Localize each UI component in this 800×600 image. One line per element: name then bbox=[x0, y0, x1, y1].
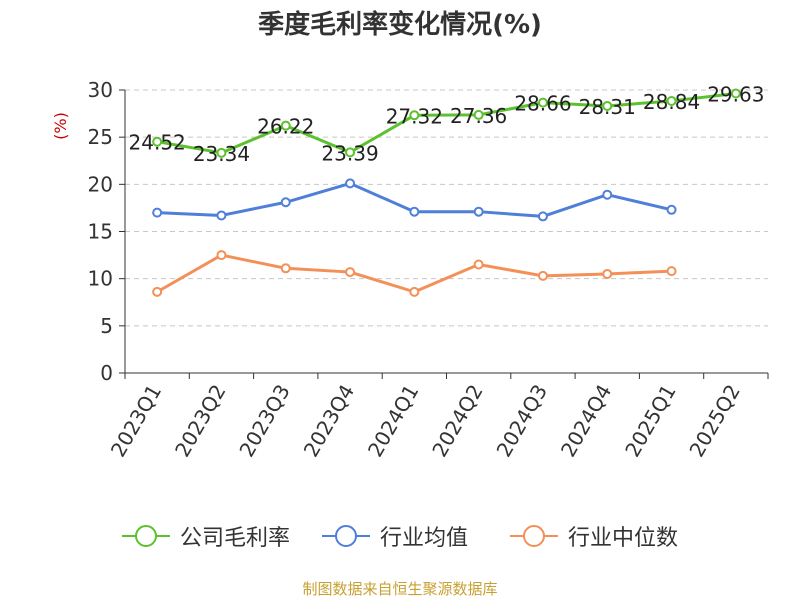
data-point bbox=[473, 109, 484, 120]
chart-title: 季度毛利率变化情况(%) bbox=[258, 10, 542, 40]
data-label: 23.39 bbox=[321, 141, 378, 165]
x-tick-label: 2023Q1 bbox=[106, 380, 166, 461]
data-labels: 24.52 23.34 26.22 23.39 27.32 27.36 28.66 28.31… bbox=[129, 82, 765, 165]
data-point bbox=[537, 211, 548, 222]
data-point bbox=[280, 197, 291, 208]
data-point bbox=[473, 259, 484, 270]
grid-lines bbox=[125, 89, 768, 327]
data-point bbox=[537, 97, 548, 108]
y-tick-label: 0 bbox=[100, 361, 113, 385]
series-lines bbox=[152, 88, 741, 297]
data-point bbox=[473, 206, 484, 217]
y-tick-label: 30 bbox=[88, 78, 113, 102]
source-footer: 制图数据来自恒生聚源数据库 bbox=[302, 580, 498, 598]
data-point bbox=[152, 136, 163, 147]
y-tick-label: 20 bbox=[88, 172, 113, 196]
legend-label: 行业均值 bbox=[380, 526, 468, 551]
legend-marker bbox=[135, 525, 157, 547]
x-tick-label: 2023Q4 bbox=[299, 380, 359, 461]
legend-label: 行业中位数 bbox=[568, 526, 678, 551]
series-line bbox=[156, 92, 737, 155]
data-point bbox=[666, 266, 677, 277]
data-point bbox=[280, 120, 291, 131]
data-label: 29.63 bbox=[707, 82, 764, 106]
y-tick-label: 25 bbox=[88, 125, 113, 149]
series-line bbox=[156, 253, 672, 294]
data-point bbox=[409, 110, 420, 121]
legend-marker bbox=[523, 525, 545, 547]
data-point bbox=[345, 178, 356, 189]
x-tick-label: 2024Q3 bbox=[492, 380, 552, 461]
x-tick-label: 2023Q3 bbox=[234, 380, 294, 461]
data-label: 26.22 bbox=[257, 115, 314, 139]
x-tick-label: 2025Q1 bbox=[620, 380, 680, 461]
y-tick-label: 5 bbox=[100, 314, 113, 338]
data-point bbox=[216, 147, 227, 158]
y-tick-label: 15 bbox=[88, 220, 113, 244]
data-point bbox=[409, 286, 420, 297]
data-point bbox=[602, 268, 613, 279]
data-point bbox=[216, 250, 227, 261]
x-tick-label: 2024Q4 bbox=[556, 380, 616, 461]
data-point bbox=[730, 88, 741, 99]
legend: 公司毛利率 行业均值 行业中位数 bbox=[122, 525, 678, 551]
y-tick-label: 10 bbox=[88, 267, 113, 291]
y-axis-label: (%) bbox=[51, 112, 70, 140]
data-point bbox=[280, 263, 291, 274]
data-label: 28.84 bbox=[643, 90, 700, 114]
data-point bbox=[666, 204, 677, 215]
data-label: 24.52 bbox=[129, 131, 186, 155]
x-tick-label: 2024Q1 bbox=[363, 380, 423, 461]
data-point bbox=[602, 100, 613, 111]
data-label: 27.32 bbox=[386, 104, 443, 128]
x-tick-label: 2025Q2 bbox=[684, 380, 744, 461]
data-point bbox=[666, 95, 677, 106]
data-point bbox=[152, 207, 163, 218]
data-point bbox=[345, 267, 356, 278]
data-label: 27.36 bbox=[450, 104, 507, 128]
data-point bbox=[216, 210, 227, 221]
data-point bbox=[409, 206, 420, 217]
data-label: 28.66 bbox=[514, 92, 571, 116]
data-point bbox=[602, 189, 613, 200]
data-point bbox=[345, 147, 356, 158]
data-label: 23.34 bbox=[193, 142, 250, 166]
data-point bbox=[152, 286, 163, 297]
x-tick-label: 2023Q2 bbox=[170, 380, 230, 461]
data-label: 28.31 bbox=[579, 95, 636, 119]
legend-marker bbox=[335, 525, 357, 547]
x-tick-label: 2024Q2 bbox=[427, 380, 487, 461]
data-point bbox=[537, 270, 548, 281]
legend-label: 公司毛利率 bbox=[180, 526, 290, 551]
